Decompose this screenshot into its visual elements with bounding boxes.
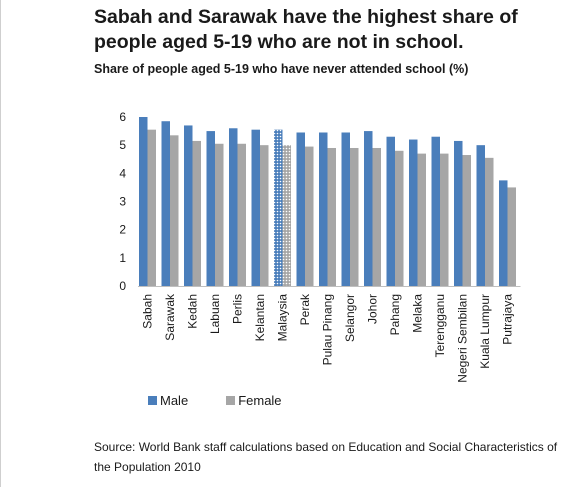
chart-subtitle: Share of people aged 5-19 who have never… <box>94 62 469 76</box>
legend-swatch-male <box>148 396 157 405</box>
x-tick-label: Labuan <box>208 294 222 334</box>
y-tick-label: 0 <box>119 279 126 293</box>
legend-label-male: Male <box>160 393 189 408</box>
bar-male-sarawak <box>161 121 170 286</box>
bar-male-melaka <box>409 139 418 286</box>
bar-chart: 0 1 2 3 4 5 6 Sabah Sarawak Kedah Labuan Perlis Kel… <box>119 110 521 383</box>
chart-title: Sabah and Sarawak have the highest share… <box>94 6 518 53</box>
x-tick-label: Negeri Sembilan <box>456 294 470 383</box>
legend-swatch-female <box>226 396 236 405</box>
x-tick-label: Sabah <box>141 294 155 329</box>
bar-male-perlis <box>229 128 238 286</box>
bar-male-terengganu <box>431 136 440 286</box>
bar-female-selangor <box>350 147 359 286</box>
bar-female-melaka <box>417 153 426 286</box>
bar-female-sabah <box>147 129 156 286</box>
bar-female-terengganu <box>440 153 449 286</box>
bar-male-selangor <box>341 132 350 286</box>
y-tick-label: 1 <box>119 251 126 265</box>
page-border <box>0 0 1 487</box>
x-tick-label: Malaysia <box>276 294 290 342</box>
x-tick-label: Perak <box>298 293 312 325</box>
x-tick-labels: Sabah Sarawak Kedah Labuan Perlis Kelantan Mal… <box>141 293 515 383</box>
bar-male-pahang <box>386 136 395 286</box>
bars-group <box>139 117 516 286</box>
bar-male-kedah <box>184 125 193 286</box>
bar-male-sabah <box>139 117 148 286</box>
y-tick-labels: 0 1 2 3 4 5 6 <box>119 110 126 293</box>
bar-male-labuan <box>206 131 215 286</box>
bar-female-sarawak <box>170 135 179 286</box>
bar-female-negeri-sembilan <box>462 155 471 286</box>
bar-female-highlight-overlay <box>282 145 291 286</box>
bar-male-pulau-pinang <box>319 132 328 286</box>
x-tick-label: Putrajaya <box>501 294 515 345</box>
y-tick-label: 6 <box>119 110 126 124</box>
bar-male-kelantan <box>251 129 260 286</box>
bar-male-highlight-overlay <box>274 129 283 286</box>
x-tick-label: Kedah <box>186 294 200 329</box>
x-tick-label: Johor <box>366 294 380 324</box>
y-tick-label: 2 <box>119 223 126 237</box>
legend-item-female: Female <box>226 393 282 408</box>
x-tick-label: Terengganu <box>433 294 447 357</box>
x-tick-label: Perlis <box>231 294 245 324</box>
x-tick-label: Pahang <box>388 294 402 335</box>
bar-female-kuala-lumpur <box>485 157 494 286</box>
x-tick-label: Kelantan <box>253 294 267 341</box>
bar-male-perak <box>296 132 305 286</box>
bar-female-pulau-pinang <box>327 147 336 286</box>
bar-male-putrajaya <box>499 180 508 286</box>
bar-female-labuan <box>215 143 224 286</box>
bar-male-kuala-lumpur <box>476 145 485 286</box>
bar-female-putrajaya <box>507 187 516 286</box>
x-tick-label: Selangor <box>343 294 357 342</box>
legend-label-female: Female <box>238 393 282 408</box>
bar-male-johor <box>364 131 373 286</box>
y-tick-label: 4 <box>119 166 126 180</box>
legend-item-male: Male <box>148 393 188 408</box>
bar-female-kedah <box>192 140 201 286</box>
bar-female-perlis <box>237 143 246 286</box>
x-tick-label: Kuala Lumpur <box>478 294 492 369</box>
y-tick-label: 5 <box>119 138 126 152</box>
source-note: Source: World Bank staff calculations ba… <box>94 440 558 474</box>
bar-female-johor <box>372 147 381 286</box>
bar-male-negeri-sembilan <box>454 140 463 286</box>
bar-female-pahang <box>395 150 404 286</box>
bar-female-kelantan <box>260 145 269 286</box>
x-tick-label: Melaka <box>411 294 425 333</box>
y-tick-label: 3 <box>119 195 126 209</box>
x-tick-label: Sarawak <box>163 293 177 341</box>
legend: Male Female <box>148 393 282 408</box>
bar-female-perak <box>305 146 314 286</box>
x-tick-label: Pulau Pinang <box>321 294 335 365</box>
